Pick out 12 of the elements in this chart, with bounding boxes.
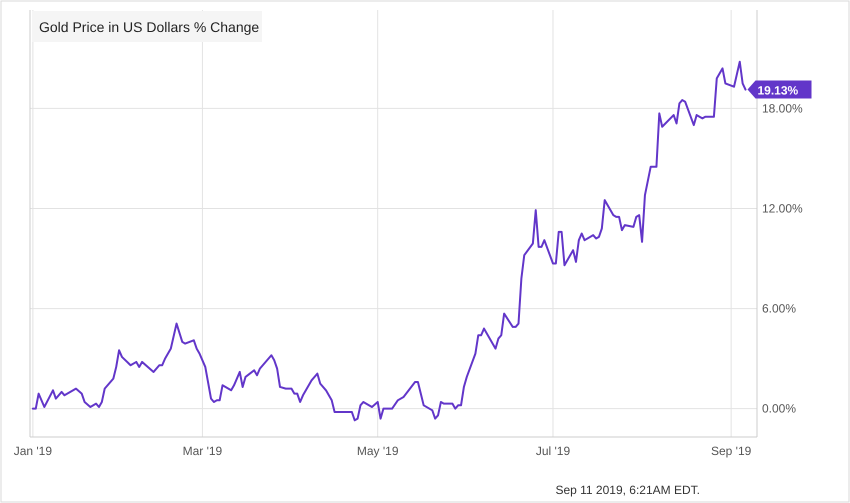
x-tick-label: Mar '19 [182, 444, 223, 458]
text: Sep 11 2019, 6:21AM EDT. [555, 483, 700, 497]
x-tick-label: Sep '19 [710, 444, 752, 458]
y-tick-label: 0.00% [762, 402, 796, 416]
x-tick-label: Jan '19 [14, 444, 52, 458]
y-tick-label: 12.00% [762, 201, 804, 216]
y-tick-label: 6.00% [762, 302, 796, 316]
x-tick-label: May '19 [356, 444, 399, 458]
text: Gold Price in US Dollars % Change [39, 19, 260, 35]
y-tick-label: 18.00% [762, 101, 804, 116]
x-tick-label: Jul '19 [536, 444, 570, 458]
annotation: 19.13% [758, 84, 799, 98]
